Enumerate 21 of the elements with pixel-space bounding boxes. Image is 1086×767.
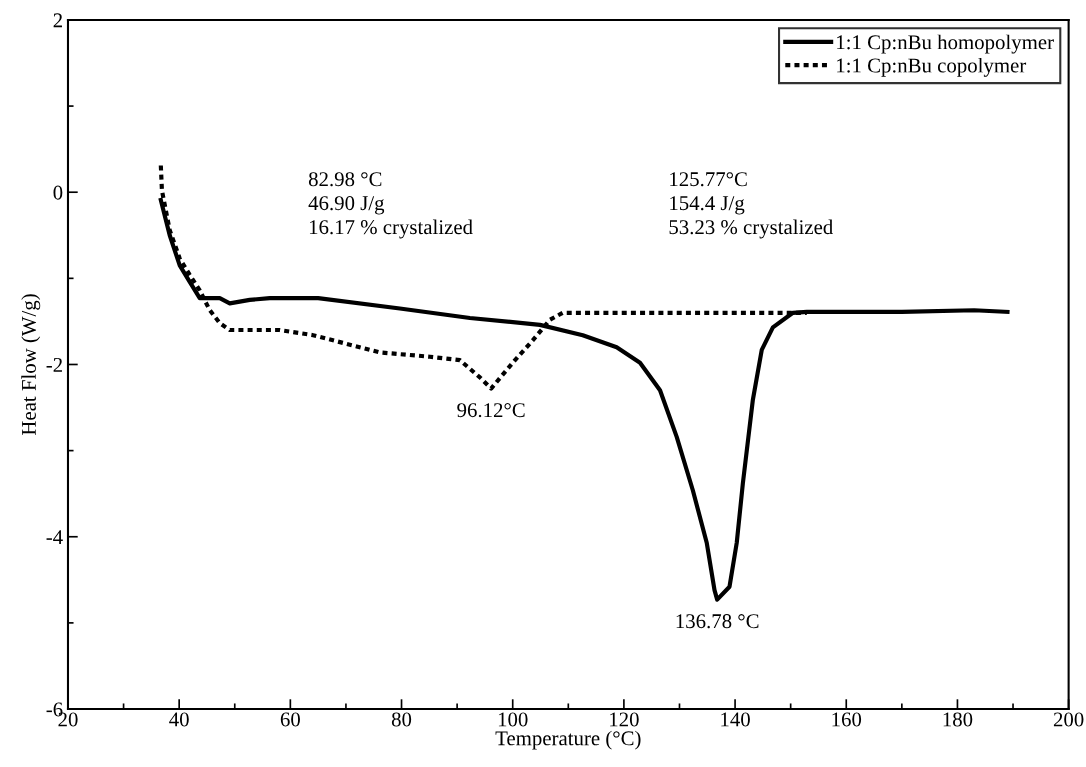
y-axis-title: Heat Flow (W/g) bbox=[21, 294, 41, 436]
legend-label: 1:1 Cp:nBu homopolymer bbox=[837, 34, 1054, 54]
annotation: 96.12°C bbox=[457, 403, 525, 418]
x-axis-title: Temperature (°C) bbox=[495, 730, 641, 750]
x-tick-label: 100 bbox=[498, 712, 528, 727]
y-tick-label: 2 bbox=[53, 13, 62, 28]
y-tick-label: 0 bbox=[53, 185, 63, 200]
y-tick-label: -2 bbox=[46, 357, 62, 372]
x-tick-label: 140 bbox=[721, 712, 750, 727]
legend-label: 1:1 Cp:nBu copolymer bbox=[837, 57, 1027, 77]
x-tick-label: 40 bbox=[169, 712, 189, 727]
y-tick-label: -4 bbox=[46, 530, 63, 544]
x-tick-label: 180 bbox=[943, 712, 973, 727]
x-tick-label: 200 bbox=[1053, 712, 1084, 727]
x-tick-label: 160 bbox=[832, 712, 862, 727]
x-tick-label: 60 bbox=[280, 712, 300, 727]
annotation: 136.78 °C bbox=[676, 614, 759, 629]
annotation: 82.98 °C 46.90 J/g 16.17 % crystalized bbox=[308, 172, 473, 239]
x-tick-label: 120 bbox=[610, 712, 639, 727]
annotation: 125.77°C 154.4 J/g 53.23 % crystalized bbox=[669, 172, 833, 239]
x-tick-label: 80 bbox=[391, 712, 412, 727]
